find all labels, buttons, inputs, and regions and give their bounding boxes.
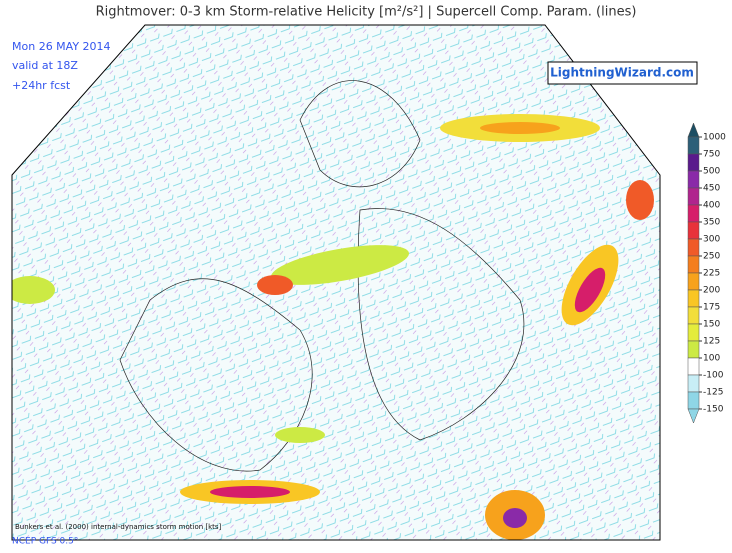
logo: LightningWizard.com (550, 66, 694, 80)
colorbar-label: 400 (703, 201, 720, 211)
colorbar-label: -150 (703, 405, 724, 415)
colorbar-label: 100 (703, 354, 720, 364)
logo-box (547, 61, 698, 85)
colorbar-label: -100 (703, 371, 724, 381)
colorbar-segment (687, 323, 700, 342)
colorbar-label: 300 (703, 235, 720, 245)
map-title: Rightmover: 0-3 km Storm-relative Helici… (96, 5, 637, 20)
colorbar-segment (687, 187, 700, 206)
forecast-label: +24hr fcst (12, 79, 71, 92)
colorbar-label: 750 (703, 150, 720, 160)
colorbar-segment (687, 238, 700, 257)
colorbar-label: 350 (703, 218, 720, 228)
colorbar-segment (687, 153, 700, 172)
colorbar-label: 200 (703, 286, 720, 296)
colorbar-label: 225 (703, 269, 720, 279)
colorbar-segment (687, 136, 700, 155)
footer-model: NCEP GFS 0.5° (12, 537, 78, 547)
colorbar-bottom (687, 408, 700, 424)
colorbar-label: 450 (703, 184, 720, 194)
colorbar-label: 250 (703, 252, 720, 262)
colorbar: 1000 750 500 450 400 350 300 250 225 200 175 150 125… (687, 122, 726, 424)
colorbar-label: 125 (703, 337, 720, 347)
colorbar-segment (687, 357, 700, 376)
colorbar-label: 175 (703, 303, 720, 313)
colorbar-top (687, 122, 700, 138)
colorbar-label: 150 (703, 320, 720, 330)
colorbar-segment (687, 289, 700, 308)
valid-label: valid at 18Z (12, 59, 78, 72)
colorbar-segment (687, 374, 700, 393)
colorbar-segment (687, 272, 700, 291)
colorbar-segment (687, 221, 700, 240)
footer-note: Bunkers et al. (2000) internal-dynamics … (15, 523, 222, 531)
colorbar-label: -125 (703, 388, 723, 398)
colorbar-segment (687, 255, 700, 274)
map-frame (11, 24, 661, 541)
colorbar-segment (687, 306, 700, 325)
date-label: Mon 26 MAY 2014 (12, 40, 111, 53)
colorbar-segment (687, 340, 700, 359)
colorbar-segment (687, 170, 700, 189)
colorbar-segment (687, 204, 700, 223)
colorbar-label: 500 (703, 167, 720, 177)
colorbar-label: 1000 (703, 133, 726, 143)
colorbar-segment (687, 391, 700, 410)
